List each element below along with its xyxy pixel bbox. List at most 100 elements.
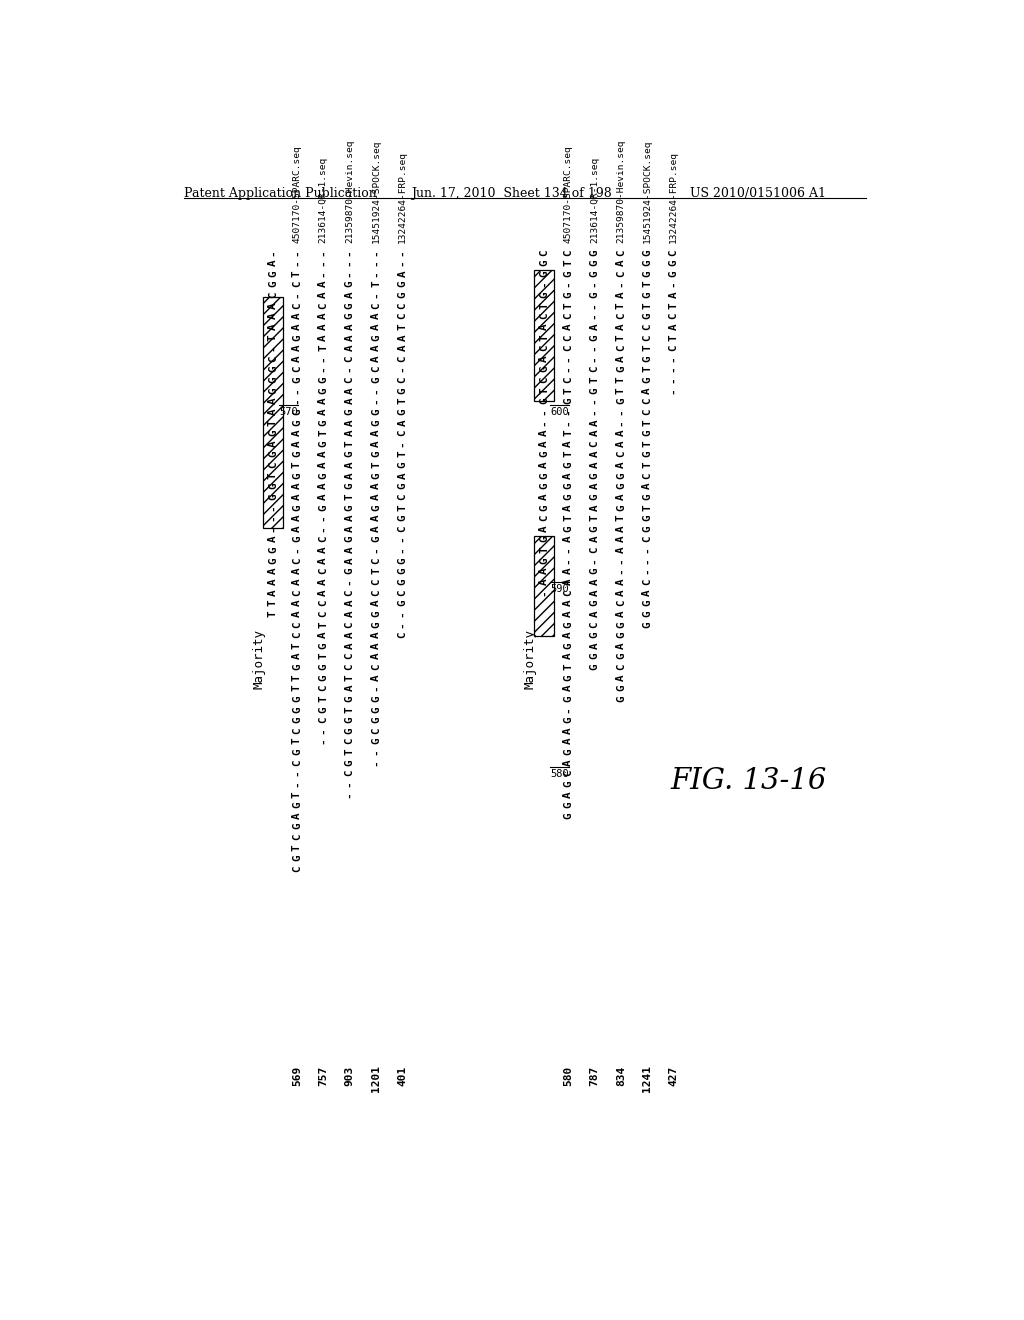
Text: -: -: [318, 515, 329, 521]
Text: G: G: [615, 483, 626, 490]
Text: A: A: [590, 323, 599, 330]
Text: G: G: [540, 557, 549, 564]
Text: -: -: [345, 780, 354, 787]
Text: A: A: [318, 546, 329, 553]
Text: -: -: [397, 441, 408, 447]
Text: -: -: [563, 706, 573, 713]
Text: G: G: [563, 292, 573, 298]
Text: G: G: [615, 620, 626, 627]
Text: G: G: [371, 504, 381, 511]
Text: T: T: [540, 334, 549, 341]
Text: -: -: [590, 355, 599, 362]
Text: -: -: [397, 620, 408, 627]
Text: G: G: [371, 706, 381, 713]
Text: C: C: [292, 281, 302, 288]
Text: G: G: [563, 812, 573, 818]
Text: G: G: [292, 334, 302, 341]
Text: 4507170-SPARC.seq: 4507170-SPARC.seq: [293, 145, 301, 243]
Text: A: A: [615, 430, 626, 436]
Text: A: A: [590, 462, 599, 469]
Text: T: T: [292, 685, 302, 692]
Text: G: G: [292, 855, 302, 861]
Text: G: G: [642, 271, 652, 277]
Text: -: -: [292, 260, 302, 267]
Text: -: -: [345, 578, 354, 585]
Text: A: A: [345, 685, 354, 692]
Text: G: G: [642, 355, 652, 362]
Text: G: G: [563, 462, 573, 469]
Text: G: G: [563, 643, 573, 648]
Text: T: T: [345, 706, 354, 713]
Text: -: -: [615, 420, 626, 425]
Text: G: G: [540, 260, 549, 267]
Text: G: G: [590, 387, 599, 393]
Text: C: C: [563, 313, 573, 319]
Text: G: G: [590, 260, 599, 267]
Text: G: G: [371, 696, 381, 702]
Text: C: C: [590, 620, 599, 627]
Text: T: T: [371, 281, 381, 288]
Text: G: G: [345, 536, 354, 543]
Text: G: G: [345, 696, 354, 702]
Text: A: A: [318, 632, 329, 638]
Text: A: A: [292, 578, 302, 585]
Text: A: A: [540, 494, 549, 500]
Text: A: A: [590, 578, 599, 585]
Text: A: A: [268, 313, 278, 319]
Text: C: C: [642, 408, 652, 414]
Text: T: T: [563, 451, 573, 458]
Text: A: A: [345, 599, 354, 606]
Text: -: -: [563, 557, 573, 564]
Text: T: T: [642, 302, 652, 309]
Text: C: C: [642, 334, 652, 341]
Text: A: A: [268, 578, 278, 585]
Text: -: -: [268, 249, 278, 256]
Text: G: G: [397, 483, 408, 490]
Text: T: T: [540, 387, 549, 393]
Text: G: G: [268, 494, 278, 500]
Text: Majority: Majority: [253, 628, 265, 689]
Text: C: C: [345, 355, 354, 362]
Text: T: T: [268, 420, 278, 425]
Text: A: A: [318, 578, 329, 585]
Text: A: A: [563, 536, 573, 543]
Text: A: A: [371, 632, 381, 638]
Text: C: C: [615, 271, 626, 277]
Text: A: A: [563, 685, 573, 692]
Text: A: A: [268, 589, 278, 595]
Text: C: C: [292, 759, 302, 766]
Text: G: G: [563, 525, 573, 532]
Text: G: G: [563, 675, 573, 681]
Text: A: A: [268, 397, 278, 404]
Text: C: C: [268, 355, 278, 362]
Text: 834: 834: [615, 1065, 626, 1086]
Text: G: G: [397, 292, 408, 298]
Text: G: G: [590, 525, 599, 532]
Text: A: A: [318, 494, 329, 500]
Text: T: T: [540, 302, 549, 309]
Text: C: C: [563, 770, 573, 776]
Text: G: G: [563, 801, 573, 808]
Text: A: A: [318, 323, 329, 330]
Text: T: T: [563, 387, 573, 393]
Text: 787: 787: [590, 1065, 599, 1086]
Text: A: A: [345, 323, 354, 330]
Text: 21359870-Hevin.seq: 21359870-Hevin.seq: [616, 140, 626, 243]
Text: A: A: [292, 345, 302, 351]
Text: T: T: [318, 430, 329, 436]
Text: C: C: [292, 632, 302, 638]
Text: A: A: [318, 483, 329, 490]
Text: G: G: [268, 483, 278, 490]
Text: A: A: [292, 568, 302, 574]
Text: C: C: [318, 685, 329, 692]
Text: T: T: [292, 271, 302, 277]
Text: G: G: [318, 387, 329, 393]
Text: T: T: [292, 675, 302, 681]
Text: T: T: [292, 738, 302, 744]
Text: A: A: [345, 462, 354, 469]
Text: -: -: [563, 546, 573, 553]
Text: 1201: 1201: [371, 1065, 381, 1093]
Text: -: -: [268, 515, 278, 521]
Text: -: -: [590, 397, 599, 404]
Text: G: G: [540, 366, 549, 372]
